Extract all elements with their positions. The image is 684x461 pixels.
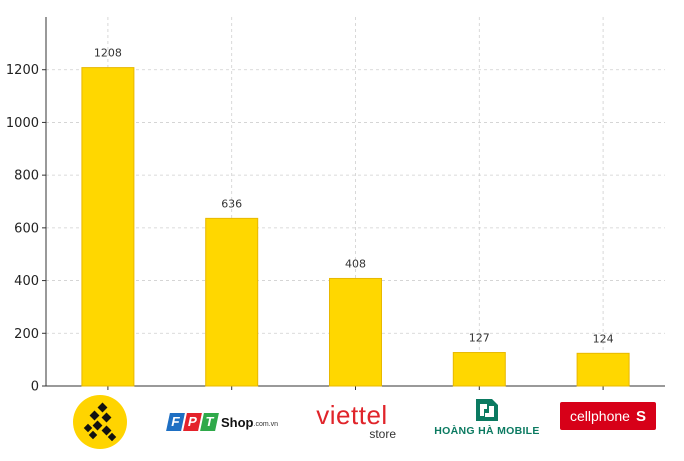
fpt-suffix-text: .com.vn	[253, 420, 279, 428]
logo-hoangha-mobile: HOÀNG HÀ MOBILE	[430, 394, 544, 440]
bar	[452, 352, 506, 387]
bar-value-label: 124	[593, 332, 614, 345]
y-tick-label: 400	[14, 274, 39, 289]
bar-value-label: 408	[345, 257, 366, 270]
bar	[205, 217, 259, 387]
cellphones-mark-text: S	[635, 407, 646, 425]
logo-cellphones: cellphone S	[560, 402, 656, 430]
bar-value-label: 636	[221, 197, 242, 210]
thegioididong-logo-icon	[73, 395, 127, 449]
hoangha-logo-icon	[476, 399, 498, 421]
y-axis-ticks: 0 200 400 600 800 1000 1200	[6, 63, 46, 395]
logo-thegioididong	[72, 394, 128, 450]
y-tick-label: 1200	[6, 63, 39, 78]
bar	[576, 352, 630, 387]
fpt-letter-tile: F	[166, 413, 185, 431]
bar	[329, 277, 382, 387]
logo-viettel-store: viettel store	[300, 398, 404, 446]
cellphones-name-text: cellphone	[570, 408, 630, 424]
data-labels: 1208 636 408 127 124	[94, 47, 614, 346]
bar-value-label: 127	[469, 332, 490, 345]
bar	[81, 67, 135, 387]
fpt-letter-tile: T	[200, 413, 219, 431]
bar-value-label: 1208	[94, 47, 122, 60]
y-tick-label: 0	[31, 380, 39, 395]
y-tick-label: 1000	[6, 116, 39, 131]
y-tick-label: 200	[14, 327, 39, 342]
hoangha-name-text: HOÀNG HÀ MOBILE	[434, 425, 540, 437]
y-tick-label: 600	[14, 221, 39, 236]
viettel-store-text: store	[369, 427, 396, 441]
bars	[81, 67, 630, 387]
fpt-shop-text: Shop	[221, 414, 254, 430]
viettel-name-text: viettel	[316, 400, 388, 430]
fpt-letter-tile: P	[183, 413, 202, 431]
y-tick-label: 800	[14, 169, 39, 184]
